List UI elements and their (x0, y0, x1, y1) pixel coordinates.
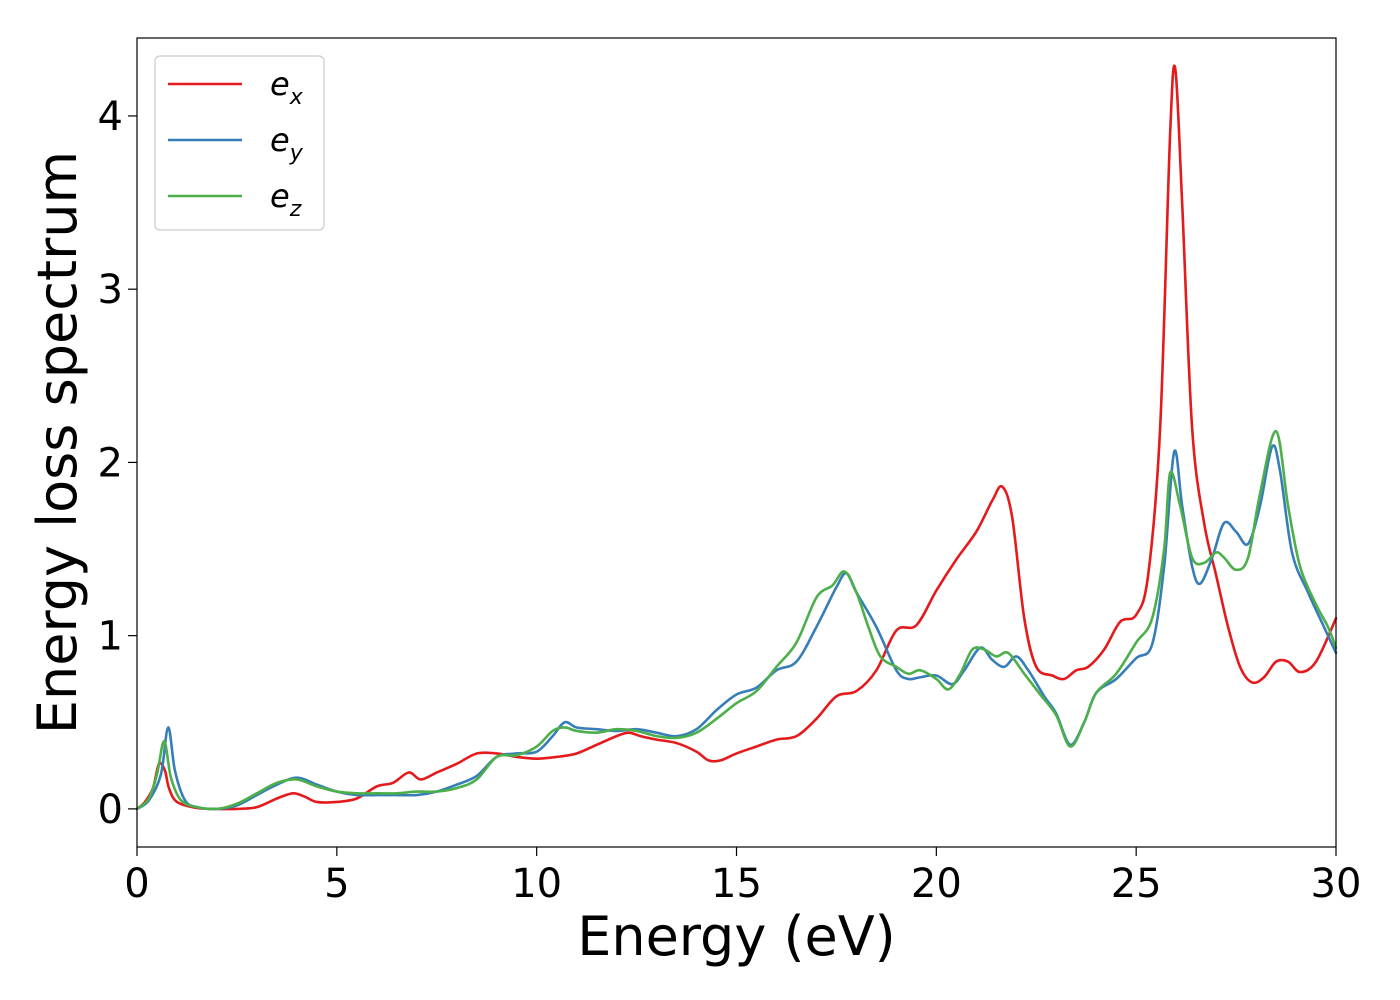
legend-label-subscript: z (289, 197, 302, 222)
y-tick-label: 4 (98, 94, 123, 140)
x-tick-label: 25 (1111, 861, 1162, 907)
x-tick-label: 30 (1311, 861, 1362, 907)
series-lines (135, 64, 1338, 811)
y-tick-label: 0 (98, 787, 123, 833)
x-tick-label: 10 (511, 861, 562, 907)
y-tick-label: 3 (98, 267, 123, 313)
legend-label-base: e (270, 65, 290, 103)
series-line-e-z (135, 429, 1338, 811)
legend-label-subscript: y (289, 141, 304, 166)
legend-label-subscript: x (289, 85, 304, 110)
y-axis-ticks: 0 1 2 3 4 (98, 94, 137, 833)
legend-box (154, 55, 325, 231)
x-tick-label: 0 (124, 861, 149, 907)
x-tick-label: 15 (711, 861, 762, 907)
y-axis-title: Energy loss spectrum (26, 151, 89, 734)
x-axis-ticks: 0 5 10 15 20 25 30 (124, 847, 1361, 907)
y-tick-label: 1 (98, 614, 123, 660)
x-axis-title: Energy (eV) (577, 905, 896, 968)
legend-label-base: e (270, 177, 290, 215)
x-tick-label: 20 (911, 861, 962, 907)
series-line-e-x (135, 64, 1338, 811)
legend-label-e-y: ey (270, 121, 304, 166)
legend-label-base: e (270, 121, 290, 159)
legend-label-e-z: ez (270, 177, 302, 222)
legend-label-e-x: ex (270, 65, 304, 110)
x-tick-label: 5 (324, 861, 349, 907)
y-tick-label: 2 (98, 440, 123, 486)
